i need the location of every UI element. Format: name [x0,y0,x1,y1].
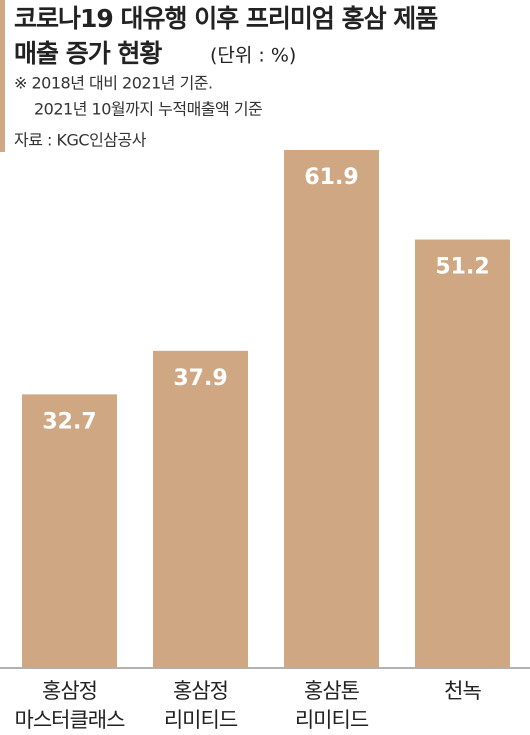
source: 자료 : KGC인삼공사 [14,131,147,150]
x-tick-label: 마스터클래스 [15,708,126,732]
unit-label: (단위 : %) [210,45,296,67]
note: 2021년 10월까지 누적매출액 기준 [34,100,262,119]
x-tick-label: 리미티드 [295,708,369,732]
x-tick-label: 리미티드 [164,708,238,732]
note: ※ 2018년 대비 2021년 기준. [14,74,213,93]
x-tick-label: 홍삼정 [42,679,97,703]
chart-title: 코로나19 대유행 이후 프리미엄 홍삼 제품 [14,4,438,33]
bar [415,239,510,668]
value-label: 61.9 [304,165,358,190]
bar [22,394,117,668]
bar [153,350,248,668]
bar [284,150,379,668]
chart-title-line2: 매출 증가 현황 [14,39,162,68]
value-label: 32.7 [42,409,96,434]
value-label: 51.2 [435,255,489,280]
x-tick-label: 홍삼톤 [304,679,360,703]
accent-bar [0,0,5,152]
x-tick-label: 천녹 [444,679,481,703]
x-tick-label: 홍삼정 [173,679,228,703]
value-label: 37.9 [173,366,227,391]
